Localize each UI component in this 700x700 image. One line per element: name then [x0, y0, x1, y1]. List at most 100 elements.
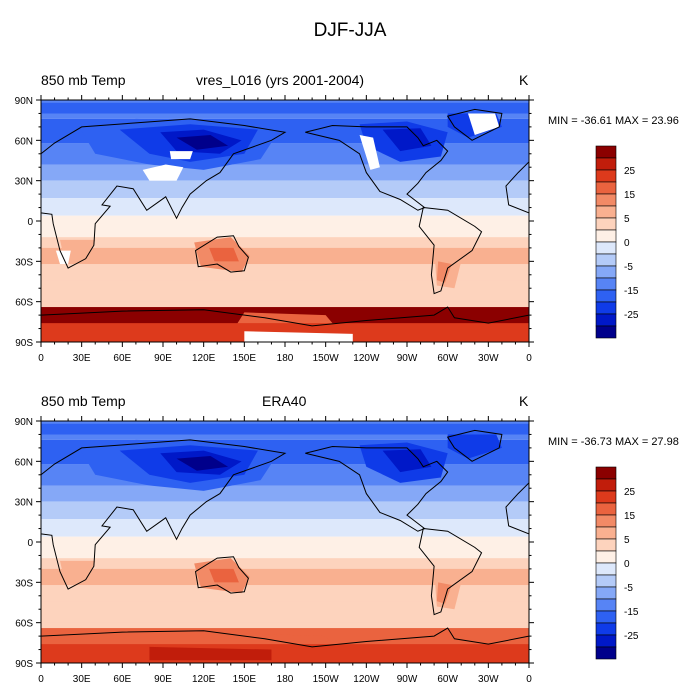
coastline — [305, 125, 449, 211]
contour-band — [41, 601, 529, 623]
lon-tick-label: 60E — [113, 353, 131, 364]
contour-region — [382, 128, 432, 152]
colorbar-tick-label: 25 — [624, 487, 636, 498]
colorbar-box — [595, 550, 617, 564]
colorbar-box — [595, 157, 617, 171]
contour-region — [176, 455, 229, 471]
contour-region — [209, 247, 239, 262]
lon-tick-label: 0 — [526, 674, 532, 685]
lat-tick-label: 60N — [15, 457, 33, 468]
colorbar-box — [595, 598, 617, 612]
lat-tick-label: 30S — [15, 578, 33, 589]
colorbar-tick-label: -25 — [624, 310, 639, 321]
contour-region — [382, 449, 432, 473]
colorbar-box — [595, 253, 617, 267]
colorbar-box — [595, 538, 617, 552]
coastline — [194, 235, 249, 273]
lon-tick-label: 150W — [313, 353, 340, 364]
coastline — [418, 528, 483, 616]
lon-tick-label: 120W — [353, 674, 380, 685]
contour-region — [447, 431, 502, 459]
colorbar-box — [595, 478, 617, 492]
lon-tick-label: 90E — [154, 353, 172, 364]
colorbar-box — [595, 277, 617, 291]
lon-tick-label: 90E — [154, 674, 172, 685]
colorbar-box — [595, 466, 617, 480]
contour-region — [41, 423, 529, 435]
colorbar-box — [595, 289, 617, 303]
lat-tick-label: 90N — [15, 417, 33, 428]
lon-tick-label: 120E — [192, 353, 216, 364]
lon-tick-label: 150E — [233, 353, 257, 364]
panel-1-units: K — [519, 72, 529, 88]
lon-tick-label: 120E — [192, 674, 216, 685]
coastline — [41, 627, 529, 648]
lat-tick-label: 60S — [15, 298, 33, 309]
panel-2-center-string: ERA40 — [262, 393, 307, 409]
contour-band — [41, 164, 529, 181]
lat-tick-label: 30S — [15, 257, 33, 268]
contour-band — [41, 198, 529, 216]
coastline — [41, 118, 287, 269]
contour-region — [176, 134, 229, 150]
colorbar-box — [595, 169, 617, 183]
colorbar-tick-label: 15 — [624, 511, 636, 522]
coastline — [41, 306, 529, 327]
lon-tick-label: 60W — [437, 674, 458, 685]
colorbar-box — [595, 574, 617, 588]
colorbar-tick-label: -5 — [624, 262, 633, 273]
lat-tick-label: 0 — [27, 538, 33, 549]
lon-tick-label: 180 — [277, 674, 294, 685]
lat-tick-label: 30N — [15, 498, 33, 509]
lat-tick-label: 90S — [15, 338, 33, 349]
panel-1-left-string: 850 mb Temp — [41, 72, 126, 88]
colorbar-box — [595, 145, 617, 159]
colorbar-box — [595, 562, 617, 576]
colorbar-tick-label: 25 — [624, 166, 636, 177]
missing-data-region — [169, 151, 193, 160]
colorbar-1: 25 15 5 0 -5 -15 -25 — [595, 145, 639, 339]
lon-tick-label: 90W — [397, 674, 418, 685]
colorbar-box — [595, 646, 617, 660]
colorbar-box — [595, 241, 617, 255]
contour-band — [41, 519, 529, 537]
colorbar-2: 25 15 5 0 -5 -15 -25 — [595, 466, 639, 660]
lon-tick-label: 150E — [233, 674, 257, 685]
colorbar-box — [595, 229, 617, 243]
coastline — [305, 446, 449, 532]
contour-band — [41, 568, 529, 586]
lon-tick-label: 150W — [313, 674, 340, 685]
contour-region — [41, 102, 529, 114]
contour-band — [41, 247, 529, 265]
lon-tick-label: 30E — [73, 353, 91, 364]
panel-2-units: K — [519, 393, 529, 409]
colorbar-tick-label: 5 — [624, 535, 630, 546]
colorbar-box — [595, 217, 617, 231]
contour-region — [41, 644, 529, 663]
colorbar-tick-label: 0 — [624, 238, 630, 249]
colorbar-box — [595, 181, 617, 195]
lon-tick-label: 30E — [73, 674, 91, 685]
colorbar-box — [595, 205, 617, 219]
colorbar-tick-label: 15 — [624, 190, 636, 201]
contour-region — [149, 646, 272, 661]
map-panel-1: 90N 60N 30N 0 30S 60S 90S 0 30E 60E 90E 120E 150E 180… — [15, 95, 534, 364]
missing-data-region — [244, 331, 353, 342]
map-panel-2: 90N 60N 30N 0 30S 60S 90S 0 30E 60E 90E 120E 150E 180… — [15, 416, 534, 685]
colorbar-box — [595, 265, 617, 279]
colorbar-box — [595, 301, 617, 315]
lon-tick-label: 30W — [478, 674, 499, 685]
lat-tick-label: 60N — [15, 136, 33, 147]
coastline — [446, 108, 503, 141]
panel-1-center-string: vres_L016 (yrs 2001-2004) — [196, 72, 365, 88]
colorbar-box — [595, 526, 617, 540]
missing-data-region — [359, 134, 380, 170]
colorbar-tick-label: -5 — [624, 583, 633, 594]
coastline — [41, 439, 287, 590]
contour-band — [41, 536, 529, 559]
colorbar-box — [595, 634, 617, 648]
lat-tick-label: 0 — [27, 217, 33, 228]
lon-tick-label: 90W — [397, 353, 418, 364]
colorbar-tick-label: -25 — [624, 631, 639, 642]
coastline — [418, 207, 483, 295]
